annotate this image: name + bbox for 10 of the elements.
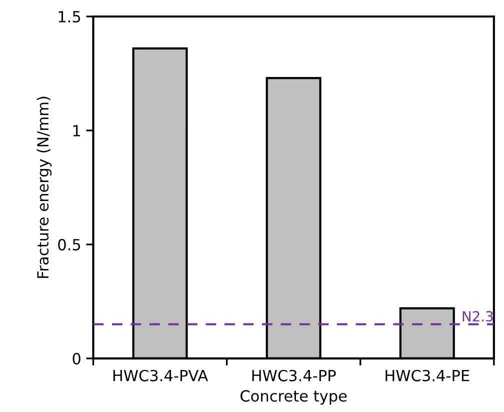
x-tick-label: HWC3.4-PE (386, 370, 470, 382)
ref-line-label: N2.3 (462, 311, 493, 322)
y-tick-label: 1.5 (58, 11, 80, 22)
x-tick-label: HWC3.4-PVA (113, 370, 208, 382)
y-tick-label: 0.5 (58, 238, 80, 250)
x-axis-title: Concrete type (240, 390, 347, 405)
x-tick-label: HWC3.4-PP (252, 370, 336, 382)
y-tick-label: 0 (72, 352, 80, 364)
y-tick-label: 1 (73, 125, 80, 136)
y-axis-title: Fracture energy (N/mm) (36, 96, 52, 278)
